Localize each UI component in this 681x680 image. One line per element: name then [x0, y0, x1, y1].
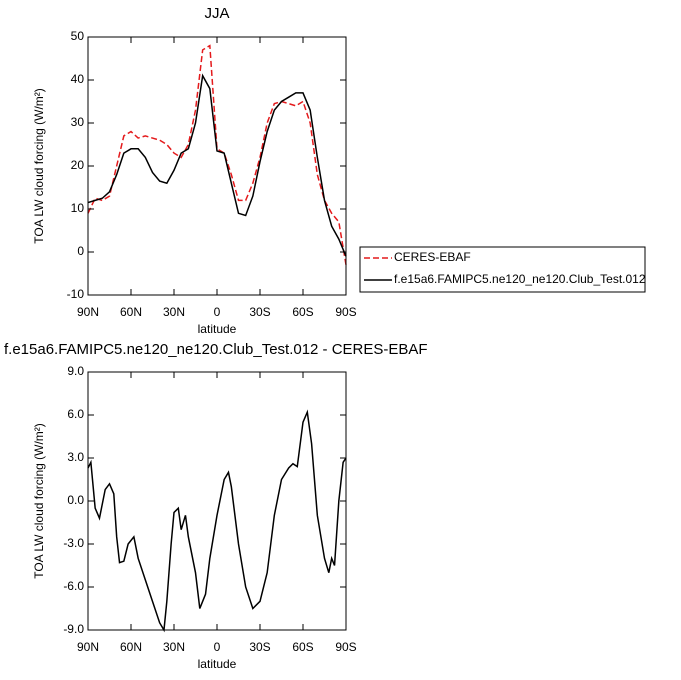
x-tick-label: 30N — [163, 305, 185, 319]
y-tick-label: 9.0 — [67, 364, 84, 378]
x-tick-label: 0 — [214, 640, 221, 654]
data-line — [87, 44, 347, 266]
y-tick-label: 20 — [71, 158, 85, 172]
x-tick-label: 60S — [292, 640, 313, 654]
y-tick-label: 6.0 — [67, 407, 84, 421]
x-tick-label: 60N — [120, 640, 142, 654]
x-tick-label: 30S — [249, 305, 270, 319]
x-tick-label: 30N — [163, 640, 185, 654]
x-tick-label: 90S — [335, 305, 356, 319]
x-tick-label: 60S — [292, 305, 313, 319]
legend: CERES-EBAF f.e15a6.FAMIPC5.ne120_ne120.Cl… — [359, 246, 646, 293]
y-tick-label: 0 — [77, 244, 84, 258]
y-axis-label: TOA LW cloud forcing (W/m²) — [32, 423, 46, 579]
data-line — [87, 73, 347, 257]
legend-label: CERES-EBAF — [394, 250, 471, 264]
x-tick-label: 90N — [77, 305, 99, 319]
y-tick-label: 10 — [71, 201, 85, 215]
y-axis-label: TOA LW cloud forcing (W/m²) — [32, 88, 46, 244]
y-tick-label: -6.0 — [63, 579, 84, 593]
y-tick-label: -3.0 — [63, 536, 84, 550]
y-tick-label: -9.0 — [63, 622, 84, 636]
x-tick-label: 30S — [249, 640, 270, 654]
plot-frame — [87, 36, 347, 296]
legend-box — [359, 246, 646, 293]
x-tick-label: 90S — [335, 640, 356, 654]
x-tick-label: 60N — [120, 305, 142, 319]
y-tick-label: 0.0 — [67, 493, 84, 507]
x-tick-label: 90N — [77, 640, 99, 654]
chart-title: JJA — [204, 5, 229, 22]
y-tick-label: 30 — [71, 115, 85, 129]
y-tick-label: -10 — [67, 287, 85, 301]
x-axis-label: latitude — [198, 657, 237, 671]
y-tick-label: 50 — [71, 29, 85, 43]
chart-title: f.e15a6.FAMIPC5.ne120_ne120.Club_Test.01… — [4, 341, 428, 358]
x-tick-label: 0 — [214, 305, 221, 319]
y-tick-label: 40 — [71, 72, 85, 86]
data-line — [87, 409, 347, 633]
y-tick-label: 3.0 — [67, 450, 84, 464]
legend-label: f.e15a6.FAMIPC5.ne120_ne120.Club_Test.01… — [394, 272, 646, 286]
x-axis-label: latitude — [198, 322, 237, 336]
